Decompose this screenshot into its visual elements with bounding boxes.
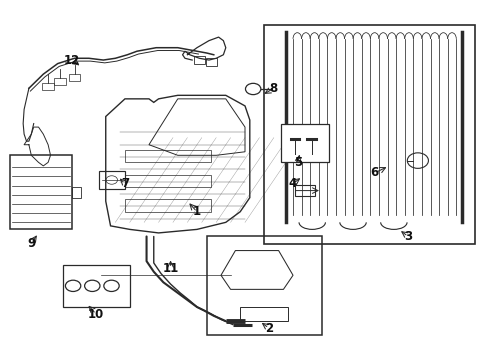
Bar xyxy=(63,265,130,307)
Bar xyxy=(69,74,80,81)
Bar xyxy=(125,199,211,212)
Bar xyxy=(125,175,211,187)
Bar xyxy=(98,171,125,189)
Bar xyxy=(206,58,217,66)
Bar xyxy=(194,56,205,64)
Bar xyxy=(72,187,81,198)
Bar xyxy=(42,83,54,90)
Bar xyxy=(281,123,329,162)
Text: 8: 8 xyxy=(270,82,278,95)
Bar xyxy=(264,25,475,243)
Text: 3: 3 xyxy=(404,230,412,243)
Text: 7: 7 xyxy=(121,177,129,190)
Text: 9: 9 xyxy=(27,237,35,250)
Bar xyxy=(295,185,315,196)
Text: 11: 11 xyxy=(163,262,179,275)
Text: 12: 12 xyxy=(64,54,80,67)
Text: 5: 5 xyxy=(294,156,302,169)
Text: 10: 10 xyxy=(88,307,104,320)
Text: 6: 6 xyxy=(370,166,379,179)
Text: 4: 4 xyxy=(289,177,297,190)
Bar xyxy=(10,155,72,229)
Bar xyxy=(125,150,211,162)
Text: 1: 1 xyxy=(193,205,201,218)
Bar xyxy=(207,237,322,335)
Text: 2: 2 xyxy=(265,322,273,335)
Bar xyxy=(240,307,288,321)
Bar xyxy=(54,78,66,85)
